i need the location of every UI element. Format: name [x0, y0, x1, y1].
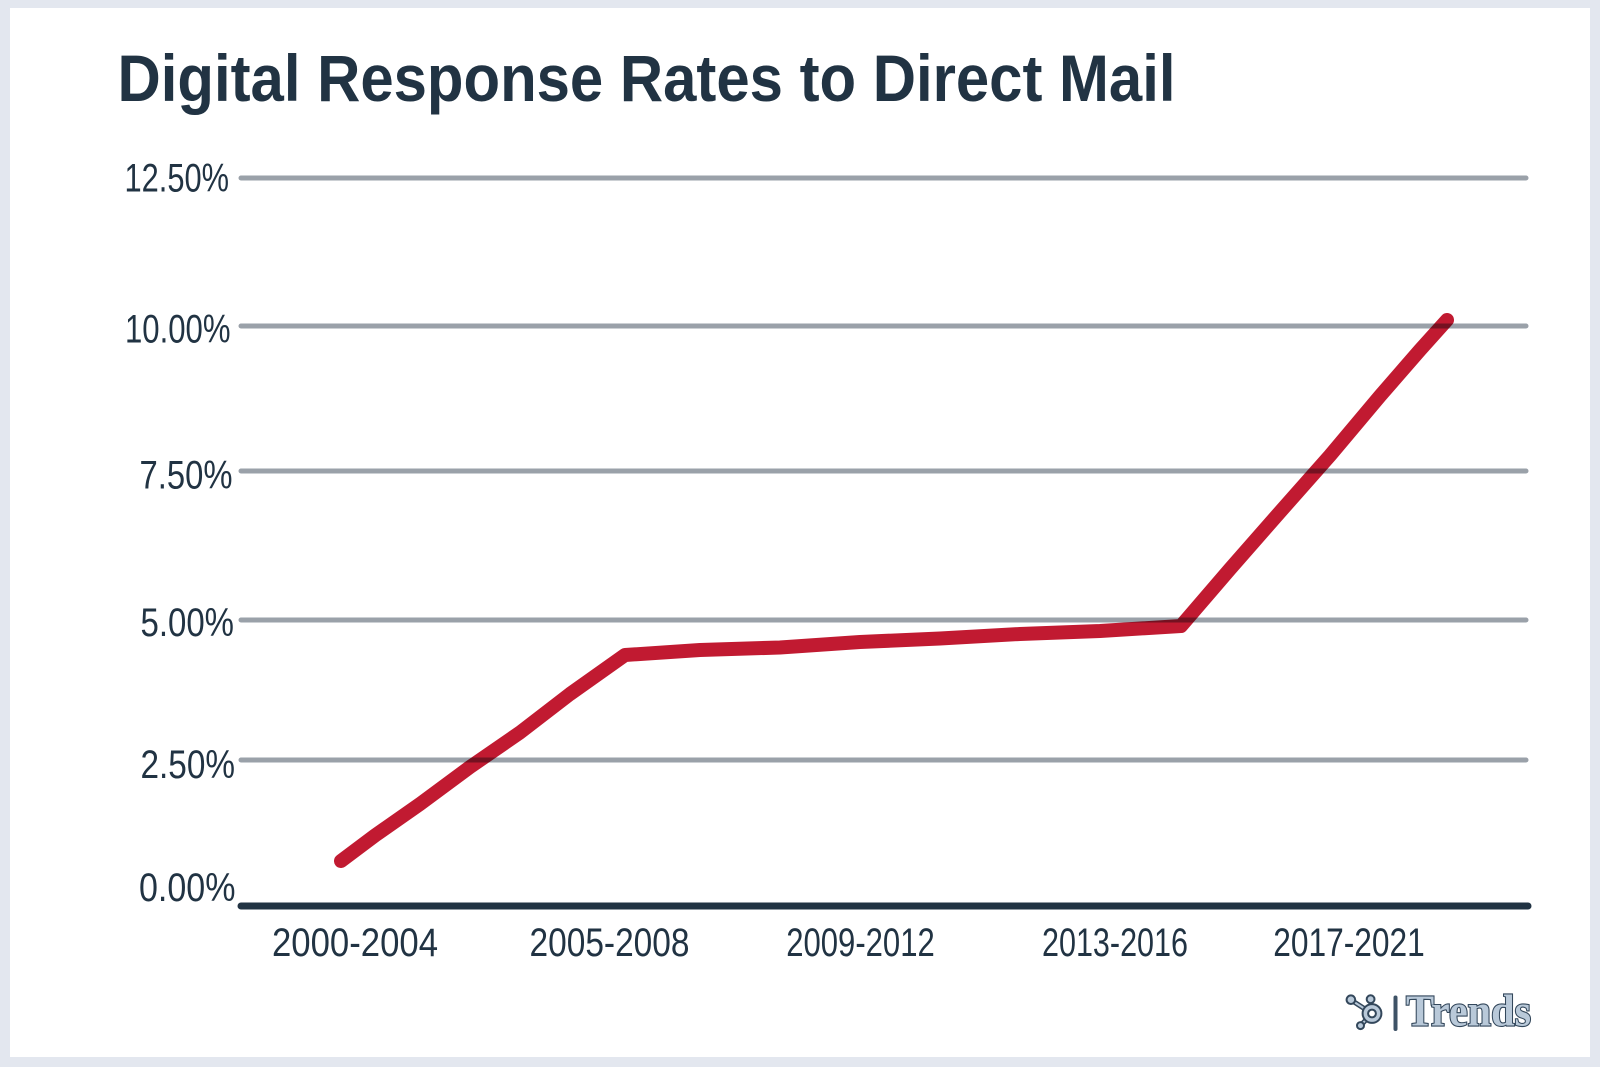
svg-text:12.50%: 12.50%	[125, 157, 230, 201]
svg-text:Digital Response Rates to Dire: Digital Response Rates to Direct Mail	[118, 41, 1176, 115]
svg-text:2.50%: 2.50%	[141, 743, 236, 787]
svg-text:7.50%: 7.50%	[140, 454, 233, 498]
svg-text:2000-2004: 2000-2004	[272, 921, 438, 965]
svg-text:10.00%: 10.00%	[125, 308, 231, 352]
svg-text:2013-2016: 2013-2016	[1042, 921, 1188, 965]
svg-text:Trends: Trends	[1406, 987, 1531, 1036]
svg-text:5.00%: 5.00%	[141, 601, 235, 645]
svg-text:2017-2021: 2017-2021	[1273, 921, 1425, 965]
svg-text:0.00%: 0.00%	[139, 866, 236, 910]
svg-text:2009-2012: 2009-2012	[786, 921, 935, 965]
svg-text:2005-2008: 2005-2008	[530, 921, 690, 965]
